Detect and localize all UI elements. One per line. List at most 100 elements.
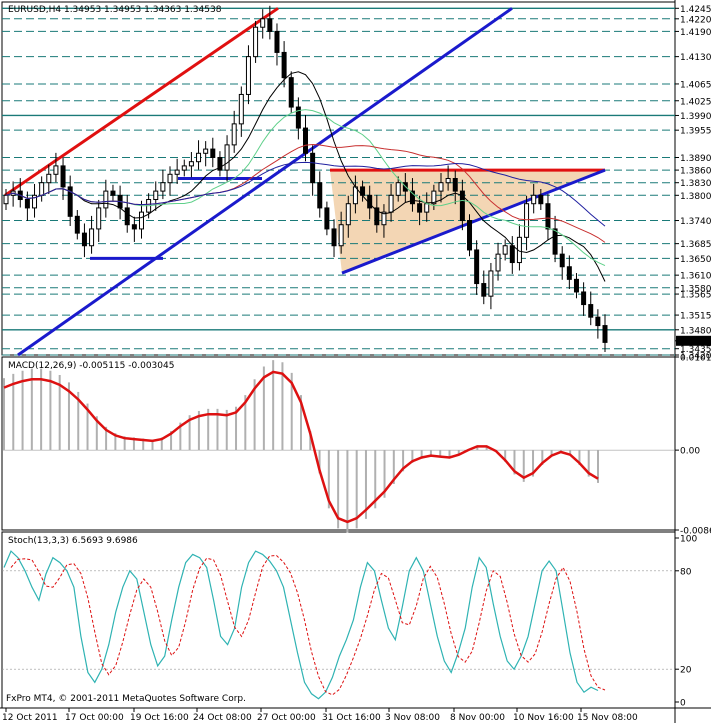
candle-body [424,203,430,213]
time-axis-label: 10 Nov 16:00 [513,713,574,723]
price-axis-label: 1.36850 [680,240,711,250]
rising-support-line [17,7,513,357]
candle-body [39,182,45,196]
candle-body [538,194,544,205]
candle-body [181,165,187,171]
macd-axis-label: -0.00868 [680,527,711,537]
candle-body [395,182,401,196]
candle-body [488,270,494,297]
symbol-title: EURUSD,H4 1.34953 1.34953 1.34363 1.3453… [8,5,222,15]
price-axis-label: 1.36100 [680,272,711,282]
price-axis-label: 1.39900 [680,112,711,122]
candle-body [245,56,251,95]
candle-body [138,211,144,230]
candle-body [566,266,572,280]
candle-body [67,186,73,217]
price-axis-label: 1.38900 [680,154,711,164]
candle-body [509,245,515,264]
stoch-panel-frame [1,531,676,709]
candle-body [210,148,216,158]
stoch-axis-label: 20 [680,666,692,676]
price-axis-label: 1.34200 [680,352,711,362]
candle-body [160,182,166,192]
candle-body [32,194,38,209]
price-axis-label: 1.40650 [680,80,711,90]
candle-body [196,152,202,163]
candle-body [89,228,95,247]
candle-body [559,253,565,268]
candle-body [459,190,465,222]
current-price-label: 1.34538 [678,337,711,347]
candle-body [381,211,387,226]
candle-body [46,173,52,184]
candle-body [531,194,537,205]
candle-body [581,291,587,306]
time-axis-label: 8 Nov 00:00 [450,713,505,723]
price-axis-label: 1.35800 [680,284,711,294]
candle-body [96,207,102,230]
time-axis-label: 15 Nov 08:00 [577,713,638,723]
candle-body [267,18,273,32]
stoch-title: Stoch(13,3,3) 6.5693 9.6986 [8,536,138,546]
candle-body [374,207,380,226]
candle-body [524,203,530,238]
candle-body [74,215,80,234]
candle-body [231,123,237,146]
macd-axis-label: 0.00 [680,447,700,457]
stoch-axis-label: 0 [680,699,686,709]
candle-body [167,173,173,184]
candle-body [388,194,394,213]
candle-body [467,220,473,251]
price-axis-label: 1.35150 [680,312,711,322]
candle-body [238,93,244,125]
price-axis-label: 1.42450 [680,5,711,15]
price-axis-label: 1.38600 [680,167,711,177]
candle-body [260,18,266,28]
candle-body [417,203,423,213]
candle-body [310,152,316,184]
candle-group [3,5,608,353]
price-axis-label: 1.41300 [680,53,711,63]
price-axis-label: 1.38000 [680,192,711,202]
price-axis-label: 1.37400 [680,217,711,227]
time-axis-label: 12 Oct 2011 [2,713,58,723]
macd-title: MACD(12,26,9) -0.005115 -0.003045 [8,361,174,371]
price-axis-label: 1.39550 [680,127,711,137]
time-axis-label: 17 Oct 00:00 [65,713,124,723]
time-axis-label: 31 Oct 16:00 [322,713,381,723]
candle-body [131,224,137,230]
candle-body [281,51,287,79]
price-axis-label: 1.40250 [680,97,711,107]
candle-body [110,190,116,196]
ma-slow-line [5,161,606,227]
candle-body [545,203,551,230]
current-price-box [676,335,711,346]
ma-fast-line [5,71,606,282]
candle-body [81,232,87,247]
candle-body [103,190,109,209]
macd-axis-label: 0.01012 [680,354,711,364]
candle-body [602,325,608,343]
candle-body [495,253,501,272]
macd-signal-line [3,370,599,524]
copyright-text: FxPro MT4, © 2001-2011 MetaQuotes Softwa… [6,694,246,704]
candle-body [203,148,209,154]
price-axis-label: 1.42200 [680,15,711,25]
candle-body [595,316,601,327]
macd-histogram [3,360,599,533]
candle-body [438,182,444,192]
candle-body [24,199,30,209]
price-axis-label: 1.35650 [680,291,711,301]
candle-body [324,207,330,230]
candle-body [188,161,194,167]
candle-body [224,144,230,171]
candle-body [481,283,487,297]
candle-body [502,245,508,255]
upper-trend-line [4,7,279,197]
price-axis-label: 1.34800 [680,326,711,336]
candle-body [295,106,301,129]
candle-body [431,190,437,205]
time-axis-label: 27 Oct 00:00 [257,713,316,723]
